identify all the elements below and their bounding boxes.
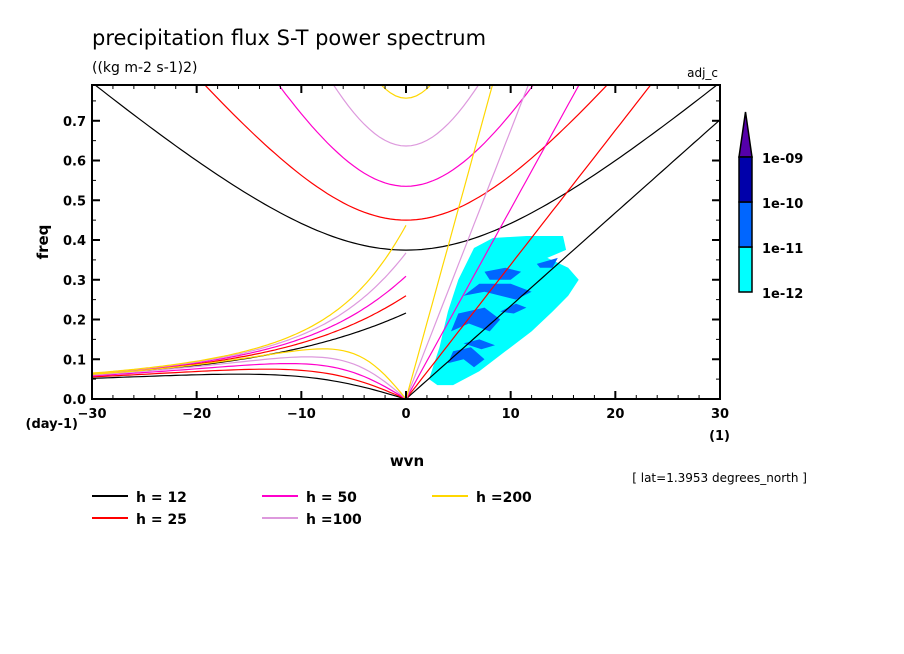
y-tick-label: 0.7 [63,115,86,130]
plot-frame [91,84,721,400]
colorbar: 1e-12 1e-11 1e-10 1e-09 [738,111,803,302]
curve-er1-h200 [92,348,407,399]
y-tick-label: 0.0 [63,393,86,408]
legend-label-h200: h =200 [476,490,532,506]
x-tick-label: 20 [606,407,624,422]
colorbar-label: 1e-10 [762,197,803,212]
curve-kelvin-h100 [405,85,529,399]
x-axis-label: wvn [390,452,424,470]
curve-kelvin-h25 [405,85,652,399]
x-tick-label: 0 [401,407,410,422]
curve-er1-h25 [92,368,407,399]
curve-er1-h50 [92,363,407,399]
y-tick-label: 0.1 [63,353,86,368]
colorbar-label: 1e-11 [762,242,803,257]
legend-label-h100: h =100 [306,512,362,528]
spectrum-blob-5 [536,257,558,268]
dataset-label: adj_c [687,66,718,80]
curve-kelvin-h50 [405,85,580,399]
curve-er1-h12 [92,373,407,399]
colorbar-segment-1 [738,201,753,248]
curve-ig1-h25 [204,85,608,221]
x-units-label: (1) [709,429,730,444]
curve-kelvin-h200 [405,85,494,399]
y-units-label: (day-1) [26,417,78,432]
x-tick-label: −30 [78,407,107,422]
legend: h = 12 h = 25 h = 50 h =100 h =200 [92,490,532,528]
colorbar-label: 1e-09 [762,152,803,167]
legend-label-h50: h = 50 [306,490,357,506]
spectrum-blob-1 [447,347,485,368]
colorbar-extend-triangle [738,111,753,158]
colorbar-segment-2 [738,156,753,203]
curve-er1-h100 [92,356,407,399]
colorbar-label: 1e-12 [762,287,803,302]
legend-label-h12: h = 12 [136,490,187,506]
dispersion-curves [92,85,720,399]
y-tick-label: 0.4 [63,234,86,249]
x-tick-label: 10 [502,407,520,422]
axis-ticks: −30 −20 −10 0 10 20 30 0.0 0.1 0.2 0.3 0.4 0.5 0.6 0.7 [63,85,729,422]
y-tick-label: 0.5 [63,194,86,209]
curve-ig1-h100 [332,85,480,147]
spectrum-blob-7 [463,339,495,350]
colorbar-segment-0 [738,246,753,293]
curve-kelvin-h12 [405,119,720,399]
curve-ig1-h200 [380,85,432,99]
curve-ig1-h50 [278,85,534,187]
chart-title: precipitation flux S-T power spectrum [92,26,486,50]
curve-mrg-h200 [92,225,407,374]
x-tick-label: −20 [182,407,211,422]
spectrum-blob-6 [500,303,527,314]
x-tick-label: −10 [287,407,316,422]
curve-ig1-h12 [94,85,718,251]
chart-subtitle: ((kg m-2 s-1)2) [92,60,198,76]
legend-label-h25: h = 25 [136,512,187,528]
x-tick-label: 30 [711,407,729,422]
y-tick-label: 0.6 [63,155,86,170]
latitude-annotation: [ lat=1.3953 degrees_north ] [632,471,807,485]
spectrum-contours [429,236,579,386]
spectrum-blob-3 [463,283,532,300]
y-axis-label: freq [34,225,52,260]
curve-mrg-h25 [92,295,407,375]
y-tick-label: 0.3 [63,274,86,289]
y-tick-label: 0.2 [63,314,86,329]
